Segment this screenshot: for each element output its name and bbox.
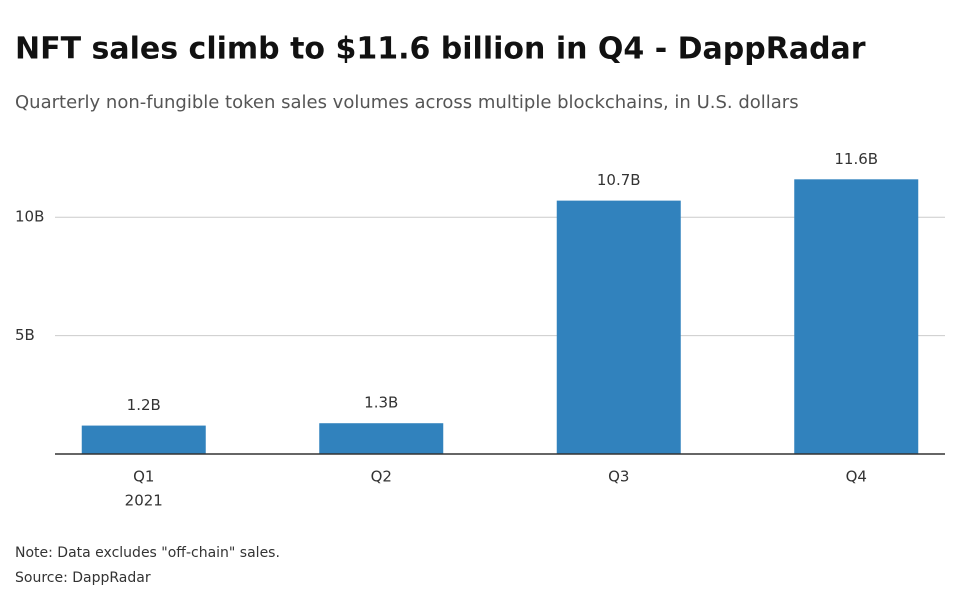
- value-label: 1.2B: [127, 396, 161, 414]
- y-tick-label: 10B: [15, 208, 44, 226]
- value-label: 11.6B: [834, 150, 878, 168]
- source: Source: DappRadar: [15, 570, 151, 586]
- x-tick-label: Q3: [608, 468, 629, 486]
- x-tick-label: Q4: [846, 468, 867, 486]
- bar: [81, 425, 206, 454]
- value-label: 1.3B: [364, 394, 398, 412]
- bar: [556, 200, 681, 454]
- note: Note: Data excludes "off-chain" sales.: [15, 545, 280, 561]
- bar: [319, 423, 444, 454]
- chart-title: NFT sales climb to $11.6 billion in Q4 -…: [15, 32, 866, 67]
- chart-subtitle: Quarterly non-fungible token sales volum…: [15, 92, 799, 113]
- value-label: 10.7B: [597, 171, 641, 189]
- bar: [794, 179, 919, 454]
- x-tick-sublabel: 2021: [125, 492, 163, 510]
- x-tick-label: Q1: [133, 468, 154, 486]
- y-tick-label: 5B: [15, 326, 35, 344]
- x-tick-label: Q2: [371, 468, 392, 486]
